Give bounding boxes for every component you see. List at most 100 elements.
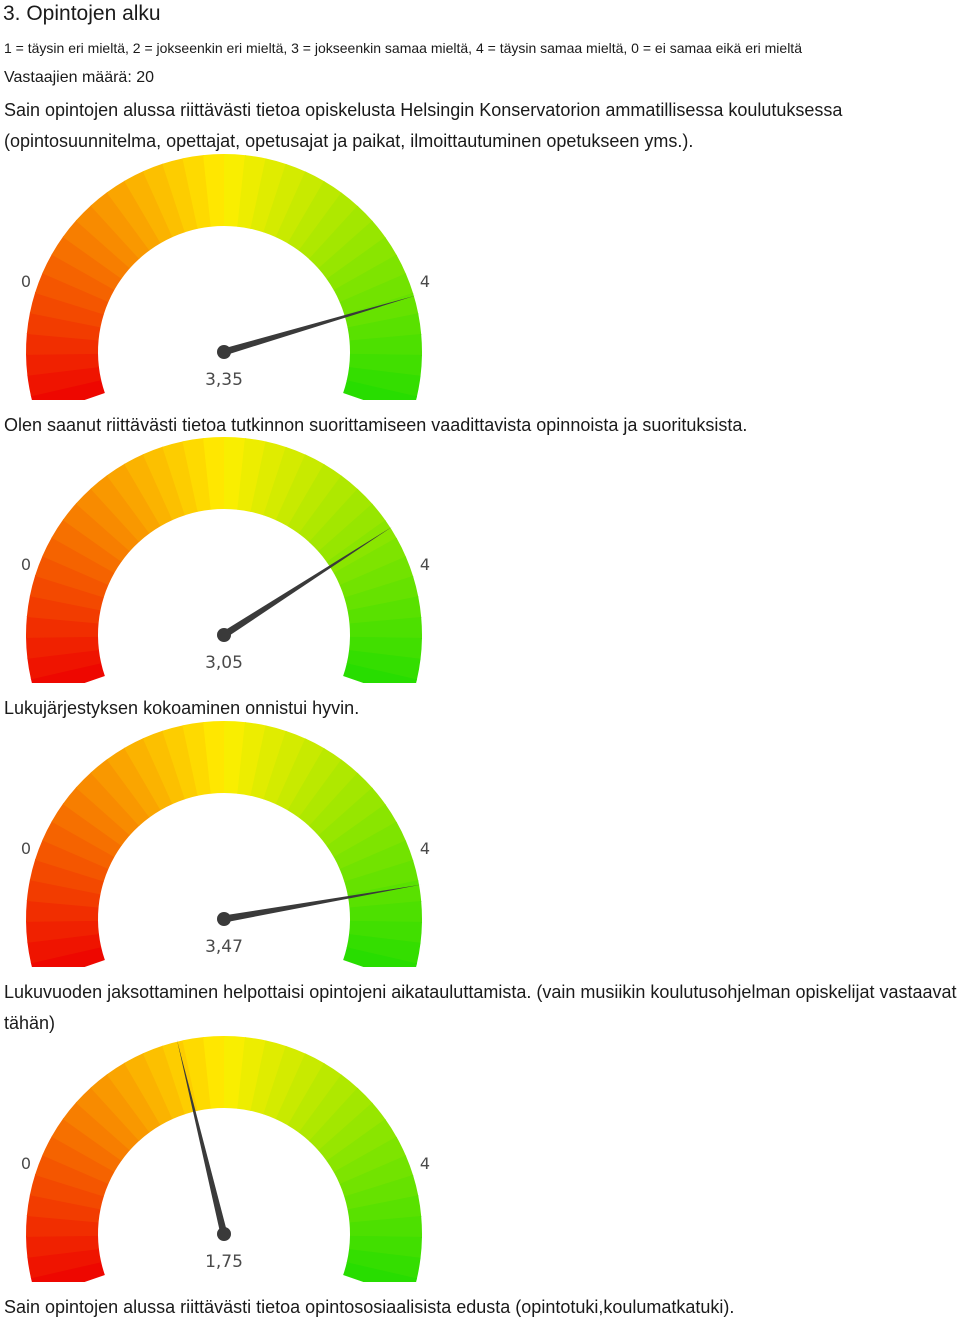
gauge-band-segment: [106, 747, 162, 818]
gauge-min-label: 0: [21, 272, 31, 291]
gauge-band-segment: [182, 1036, 212, 1111]
gauge-band-segment: [34, 272, 109, 315]
question-text: Lukujärjestyksen kokoaminen onnistui hyv…: [4, 698, 360, 718]
gauge-band-segment: [343, 380, 417, 400]
gauge-svg: 0 41,75: [21, 1036, 430, 1282]
gauge-band-segment: [26, 636, 99, 659]
gauge-band-segment: [62, 219, 131, 279]
gauge-band-segment: [275, 1053, 325, 1126]
gauge-band-segment: [182, 721, 212, 796]
gauge-band-segment: [90, 1073, 150, 1141]
gauge-band-segment: [347, 596, 422, 625]
gauge-band-segment: [142, 1045, 186, 1120]
gauge-band-segment: [339, 840, 414, 883]
gauge-band-segment: [333, 1136, 407, 1185]
gauge-band-segment: [344, 1175, 419, 1211]
gauge-band-segment: [326, 1119, 397, 1173]
gauge-band-segment: [250, 725, 287, 800]
page-title: 3. Opintojen alku: [3, 2, 161, 25]
gauge-band-segment: [106, 1062, 162, 1133]
gauge-band-segment: [203, 154, 226, 227]
gauge-band-segment: [275, 171, 325, 244]
gauge-band-segment: [26, 353, 99, 376]
gauge-band-segment: [333, 254, 407, 303]
gauge-band-segment: [308, 205, 373, 269]
gauge-band-segment: [326, 804, 397, 858]
gauge-needle: [176, 1039, 228, 1235]
gauge-band-segment: [308, 1087, 373, 1151]
gauge-band-segment: [51, 1118, 122, 1173]
question-text: Sain opintojen alussa riittävästi tietoa…: [4, 100, 843, 151]
gauge-pivot: [217, 345, 231, 359]
gauge-min-label: 0: [21, 839, 31, 858]
gauge-value-label: 1,75: [205, 1252, 243, 1272]
gauge-band-segment: [203, 1036, 226, 1109]
gauge-band-segment: [339, 273, 414, 316]
gauge-band-segment: [250, 441, 287, 516]
gauge-band-segment: [75, 1087, 140, 1151]
gauge-band-segment: [349, 900, 423, 923]
gauge-band-segment: [250, 1040, 287, 1115]
gauge-band-segment: [287, 464, 343, 534]
gauge-band-segment: [62, 502, 131, 562]
gauge-band-segment: [339, 1155, 414, 1198]
gauge-band-segment: [162, 1040, 199, 1115]
gauge-band-segment: [62, 786, 131, 846]
gauge-band-segment: [349, 616, 423, 639]
gauge-band-segment: [326, 237, 397, 291]
gauge-band-segment: [346, 934, 421, 965]
scale-legend: 1 = täysin eri mieltä, 2 = jokseenkin er…: [4, 40, 802, 56]
gauge-svg: 0 43,47: [21, 721, 430, 967]
gauge-band-segment: [224, 437, 246, 510]
gauge-value-label: 3,35: [205, 370, 243, 390]
gauge-band-segment: [343, 663, 417, 683]
gauge-band-segment: [42, 253, 115, 302]
gauge-band-segment: [298, 1074, 359, 1142]
gauge-band-segment: [298, 192, 359, 260]
gauge-pivot: [217, 912, 231, 926]
gauge-band-segment: [75, 488, 140, 552]
gauge-band-segment: [224, 721, 246, 794]
gauge-band-segment: [90, 758, 150, 826]
gauge-band-segment: [237, 722, 267, 796]
gauge-band-segment: [62, 1101, 131, 1161]
gauge-band-segment: [142, 446, 186, 521]
gauge-pivot: [217, 628, 231, 642]
gauge-band-segment: [34, 1154, 109, 1197]
gauge-pivot: [217, 1227, 231, 1241]
respondent-count: Vastaajien määrä: 20: [4, 69, 155, 86]
gauge-band-segment: [347, 313, 422, 342]
gauge-band-segment: [346, 367, 421, 398]
gauge-band-segment: [349, 333, 423, 356]
gauge-chart: 0 4 3,05: [0, 433, 450, 683]
gauge-band-segment: [30, 379, 105, 400]
gauge-band-segment: [347, 880, 422, 909]
gauge-min-label: 0: [21, 1154, 31, 1173]
gauge-band-segment: [75, 772, 140, 836]
gauge-band-segment: [346, 1249, 421, 1280]
gauge-band-segment: [318, 503, 386, 563]
gauge-band-segment: [27, 1248, 102, 1279]
gauge-band-segment: [30, 1261, 105, 1282]
gauge-band-segment: [346, 650, 421, 681]
gauge-band-segment: [224, 154, 246, 227]
gauge-band-segment: [106, 463, 162, 534]
gauge-band-segment: [27, 933, 102, 964]
gauge-band-segment: [344, 576, 419, 612]
gauge-band-segment: [90, 191, 150, 259]
gauge-band-segment: [308, 488, 373, 552]
gauge-band-segment: [250, 158, 287, 233]
gauge-max-label: 4: [420, 839, 430, 858]
gauge-band-segment: [349, 1235, 422, 1259]
gauge-svg: 0 43,35: [21, 154, 430, 400]
gauge-band-segment: [349, 636, 422, 660]
gauge-chart: 0 4 3,35: [0, 150, 450, 400]
gauge-band-segment: [51, 803, 122, 858]
gauge-band-segment: [263, 163, 307, 238]
gauge-band-segment: [26, 879, 101, 908]
gauge-band-segment: [34, 839, 109, 882]
gauge-band-segment: [162, 158, 199, 233]
gauge-band-segment: [27, 649, 102, 680]
gauge-band-segment: [344, 860, 419, 896]
gauge-band-segment: [343, 1262, 417, 1282]
